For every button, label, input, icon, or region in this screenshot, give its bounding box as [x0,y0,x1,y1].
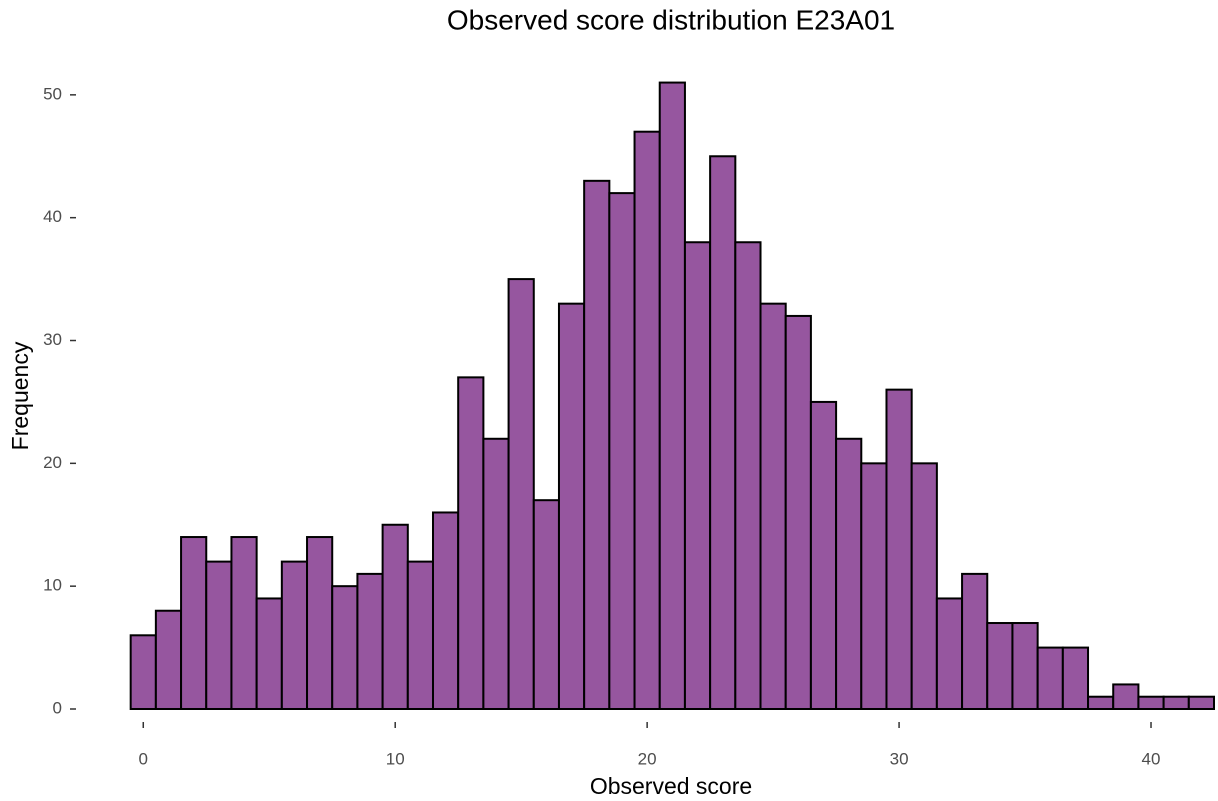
bar [1061,646,1090,710]
bar [784,314,812,710]
x-tick-label: 30 [890,749,909,768]
bar [306,536,334,710]
y-tick-label: 30 [43,330,62,349]
x-tick-label: 0 [139,749,148,768]
x-tick-label: 10 [386,749,405,768]
bar [507,278,535,710]
bar [709,155,737,710]
x-tick-label: 40 [1142,749,1161,768]
bar [381,523,409,710]
y-tick-label: 40 [43,207,62,226]
bar [986,622,1014,710]
bar [154,609,183,710]
y-tick-label: 10 [43,576,62,595]
bar [180,536,208,710]
bar [734,241,762,711]
bar [759,302,787,710]
bar [860,462,888,710]
bar [658,81,686,710]
x-axis-label: Observed score [590,773,752,799]
x-tick-label: 20 [638,749,657,768]
bar [835,437,863,710]
bar [885,388,913,710]
bar [457,376,485,710]
bar [583,179,611,710]
y-tick-label: 20 [43,453,62,472]
bar [809,400,838,710]
bar [633,130,661,710]
bar [910,462,938,710]
bar [608,192,636,710]
bar [230,536,258,710]
bar [280,560,309,710]
bar [1162,695,1190,710]
y-tick-label: 0 [53,698,62,717]
bar [683,241,712,711]
bar [255,597,283,710]
bar [1011,622,1039,710]
bar [1187,695,1216,710]
y-axis-label: Frequency [7,341,33,450]
bar [1137,695,1165,710]
bar [1112,683,1140,710]
bar [482,437,510,710]
chart-title: Observed score distribution E23A01 [447,4,895,35]
bar [129,634,157,710]
bar [532,499,560,711]
bar [331,585,359,710]
bar [205,560,233,710]
bar [935,597,964,710]
bar [406,560,434,710]
y-tick-label: 50 [43,84,62,103]
bar [431,511,460,710]
bar [1087,695,1115,710]
bar [356,572,384,710]
bar [557,302,586,710]
bar [961,572,989,710]
bar [1036,646,1064,710]
